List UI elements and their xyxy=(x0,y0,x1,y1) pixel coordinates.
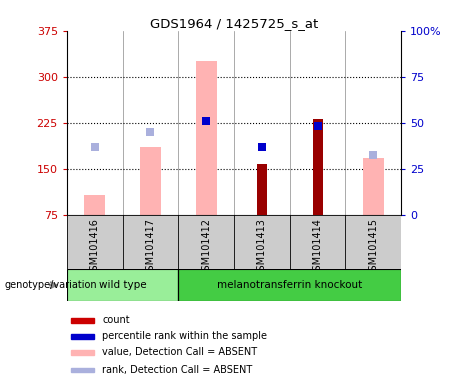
Bar xyxy=(71,350,94,355)
Bar xyxy=(290,215,345,269)
Text: percentile rank within the sample: percentile rank within the sample xyxy=(102,331,267,341)
Bar xyxy=(71,368,94,372)
Bar xyxy=(363,158,384,215)
Text: GSM101413: GSM101413 xyxy=(257,218,267,276)
Bar xyxy=(84,195,105,215)
Text: melanotransferrin knockout: melanotransferrin knockout xyxy=(217,280,362,290)
Title: GDS1964 / 1425725_s_at: GDS1964 / 1425725_s_at xyxy=(150,17,318,30)
Bar xyxy=(234,215,290,269)
Text: genotype/variation: genotype/variation xyxy=(5,280,97,290)
Text: GSM101415: GSM101415 xyxy=(368,218,378,277)
Text: count: count xyxy=(102,315,130,325)
Bar xyxy=(71,334,94,339)
Bar xyxy=(67,215,123,269)
Bar xyxy=(313,119,323,215)
Bar xyxy=(178,270,401,301)
Text: value, Detection Call = ABSENT: value, Detection Call = ABSENT xyxy=(102,348,257,358)
Text: rank, Detection Call = ABSENT: rank, Detection Call = ABSENT xyxy=(102,365,252,375)
Point xyxy=(258,144,266,151)
Bar xyxy=(178,270,401,301)
Text: wild type: wild type xyxy=(99,280,146,290)
Bar xyxy=(178,215,234,269)
Text: GSM101417: GSM101417 xyxy=(145,218,155,277)
Bar xyxy=(195,61,217,215)
Point xyxy=(91,144,98,151)
Text: GSM101412: GSM101412 xyxy=(201,218,211,277)
Text: GSM101414: GSM101414 xyxy=(313,218,323,276)
Bar xyxy=(140,147,161,215)
Point xyxy=(370,152,377,159)
Bar xyxy=(257,164,267,215)
Bar xyxy=(345,215,401,269)
Bar xyxy=(123,215,178,269)
Point xyxy=(147,129,154,135)
Text: GSM101416: GSM101416 xyxy=(90,218,100,276)
Bar xyxy=(67,270,178,301)
Point xyxy=(202,118,210,124)
Bar xyxy=(71,318,94,323)
Bar xyxy=(67,270,178,301)
Point xyxy=(314,123,321,129)
